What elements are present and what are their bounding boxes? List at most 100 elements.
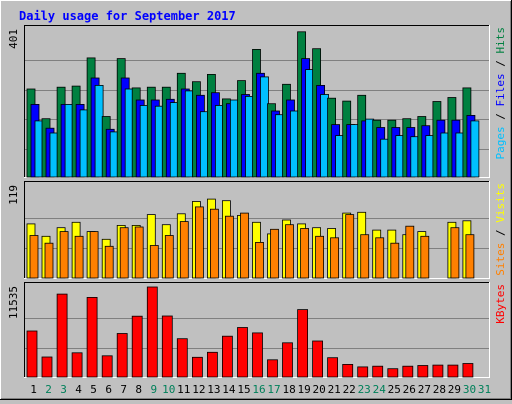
x-tick-label: 1: [30, 383, 37, 396]
legend-entry: /: [494, 54, 507, 74]
legend-entry: /: [494, 223, 507, 243]
x-tick-label: 20: [312, 383, 325, 396]
x-tick-label: 29: [448, 383, 461, 396]
sites-bar: [420, 235, 430, 279]
x-tick-label: 26: [403, 383, 416, 396]
sites-bar: [224, 215, 234, 279]
sites-bar: [360, 234, 370, 279]
kbytes-bar: [267, 359, 278, 378]
legend-entry: /: [494, 107, 507, 127]
x-tick-label: 15: [237, 383, 250, 396]
x-tick-label: 31: [478, 383, 491, 396]
x-tick-label: 11: [177, 383, 190, 396]
sites-bar: [450, 227, 460, 279]
kbytes-bar: [86, 296, 98, 378]
x-tick-label: 13: [207, 383, 220, 396]
kbytes-bar: [342, 363, 354, 378]
sites-bar: [104, 245, 114, 279]
sites-bar: [59, 231, 69, 279]
sites-bar: [270, 228, 279, 279]
sites-bar: [209, 208, 219, 279]
kbytes-bar: [221, 335, 233, 378]
x-tick-label: 3: [60, 383, 67, 396]
sites-bar: [300, 228, 310, 279]
sites-bar: [89, 231, 99, 279]
x-tick-label: 27: [418, 383, 431, 396]
kbytes-bar: [462, 363, 474, 378]
kbytes-bar: [191, 356, 203, 378]
kbytes-bar: [432, 364, 444, 378]
x-tick-label: 28: [433, 383, 446, 396]
kbytes-bar: [161, 315, 173, 378]
legend-entry: Sites: [494, 243, 507, 276]
x-tick-label: 25: [388, 383, 401, 396]
sites-bar: [330, 237, 340, 279]
kbytes-bar: [237, 327, 248, 378]
sites-bar: [194, 206, 204, 279]
visits-panel-legend: Sites / Visits: [494, 183, 507, 276]
sites-bar: [29, 235, 39, 279]
kbytes-bar: [297, 309, 309, 378]
x-tick-label: 8: [135, 383, 142, 396]
kbytes-bar: [206, 351, 218, 378]
legend-entry: Files: [494, 73, 507, 106]
kbytes-bar: [327, 357, 339, 378]
x-tick-label: 10: [162, 383, 175, 396]
kbytes-bar: [402, 365, 414, 378]
sites-bar: [44, 242, 54, 279]
sites-bar: [285, 224, 294, 279]
visits-panel-max-label: 119: [7, 185, 20, 205]
sites-bar: [179, 221, 189, 279]
x-tick-label: 24: [373, 383, 387, 396]
kbytes-bar: [116, 333, 128, 378]
sites-bar: [149, 245, 159, 279]
x-tick-label: 16: [252, 383, 265, 396]
legend-entry: Pages: [494, 126, 507, 159]
x-tick-label: 5: [90, 383, 97, 396]
hits-panel-legend: Pages / Files / Hits: [494, 27, 507, 160]
x-tick-label: 17: [267, 383, 280, 396]
sites-bar: [405, 225, 415, 279]
x-tick-label: 22: [343, 383, 356, 396]
sites-bar: [255, 241, 264, 279]
x-tick-label: 18: [282, 383, 295, 396]
legend-entry: KBytes: [494, 284, 507, 324]
kbytes-bar: [447, 364, 459, 378]
x-tick-label: 30: [463, 383, 476, 396]
kbytes-bar: [282, 342, 293, 378]
kbytes-panel-legend: KBytes: [494, 284, 507, 324]
sites-bar: [390, 242, 400, 279]
hits-panel-max-label: 401: [7, 29, 20, 49]
kbytes-bar: [56, 293, 68, 378]
chart-title: Daily usage for September 2017: [19, 9, 236, 23]
sites-bar: [119, 227, 129, 279]
x-tick-label: 7: [120, 383, 127, 396]
kbytes-bar: [312, 340, 324, 378]
x-tick-label: 19: [297, 383, 310, 396]
sites-bar: [345, 214, 355, 279]
kbytes-bar: [41, 356, 53, 378]
legend-entry: Hits: [494, 27, 507, 54]
x-tick-label: 12: [192, 383, 205, 396]
sites-bar: [465, 234, 475, 279]
sites-bar: [375, 237, 385, 279]
x-tick-label: 9: [150, 383, 157, 396]
sites-bar: [134, 226, 144, 279]
x-tick-label: 4: [75, 383, 82, 396]
x-tick-label: 14: [222, 383, 236, 396]
kbytes-bar: [101, 355, 113, 378]
x-tick-label: 6: [105, 383, 112, 396]
sites-bar: [74, 235, 84, 279]
x-tick-label: 2: [45, 383, 52, 396]
sites-bar: [315, 235, 325, 279]
kbytes-bar: [417, 365, 429, 378]
sites-bar: [240, 212, 249, 279]
kbytes-panel-max-label: 11535: [7, 286, 20, 319]
sites-bar: [164, 235, 174, 279]
kbytes-bar: [131, 315, 143, 378]
kbytes-bar: [357, 366, 369, 378]
kbytes-bar: [372, 365, 384, 378]
